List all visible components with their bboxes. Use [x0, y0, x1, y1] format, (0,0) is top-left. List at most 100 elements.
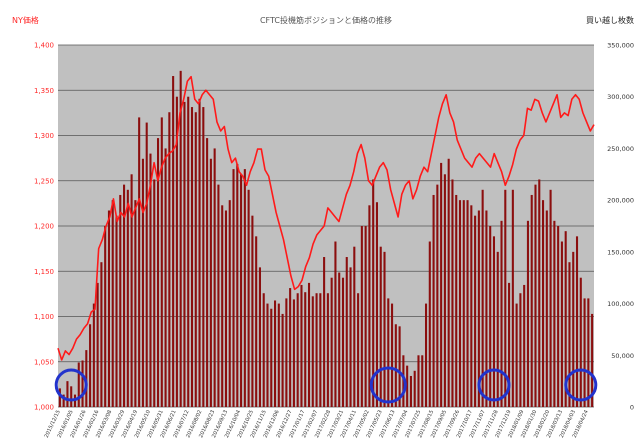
bar	[190, 107, 194, 407]
left-tick-label: 1,050	[34, 358, 54, 366]
bar	[240, 174, 243, 407]
highlight-circle	[369, 366, 407, 404]
bar	[455, 194, 458, 407]
right-tick-label: 150,000	[607, 248, 634, 256]
bar	[183, 101, 186, 407]
bar	[440, 162, 443, 407]
bar	[474, 215, 477, 407]
bar	[508, 282, 511, 407]
bar	[341, 277, 345, 407]
bar	[292, 299, 295, 407]
bar	[160, 117, 163, 408]
line-series-price	[57, 75, 595, 361]
right-tick-label: 200,000	[607, 197, 634, 205]
bar	[526, 220, 529, 407]
left-tick-label: 1,150	[34, 268, 54, 276]
bar	[560, 241, 563, 407]
bar	[138, 117, 141, 408]
bar	[255, 236, 258, 407]
right-tick-label: 250,000	[607, 145, 634, 153]
bar	[111, 200, 114, 407]
bar	[119, 194, 122, 407]
bar	[372, 179, 375, 407]
bar	[572, 251, 575, 407]
bar	[289, 288, 292, 407]
bar	[77, 362, 80, 407]
bar-series-net-long	[58, 70, 594, 408]
bar	[100, 262, 103, 407]
bar	[470, 205, 473, 407]
bar	[149, 153, 152, 407]
bar	[538, 179, 541, 407]
left-tick-label: 1,350	[34, 87, 54, 95]
bar	[126, 189, 129, 407]
bar	[145, 122, 148, 407]
left-axis-label: NY価格	[12, 15, 39, 25]
bar	[345, 257, 348, 407]
bar	[511, 189, 514, 407]
highlight-circle	[54, 368, 88, 402]
bar	[587, 298, 590, 407]
bar	[164, 148, 167, 407]
highlight-circle	[477, 368, 511, 402]
bar	[213, 148, 216, 407]
bar	[107, 210, 110, 407]
bar	[496, 251, 499, 407]
bar	[326, 293, 329, 407]
bar	[153, 179, 156, 407]
bar	[583, 298, 586, 407]
bar	[281, 313, 284, 407]
bar	[224, 210, 228, 407]
bar	[319, 293, 322, 407]
bar	[481, 189, 484, 407]
bar	[141, 158, 144, 407]
bar	[236, 163, 239, 407]
right-tick-label: 300,000	[607, 93, 634, 101]
bar	[542, 200, 545, 407]
bar	[379, 246, 382, 407]
right-axis-label: 買い越し枚数	[586, 15, 634, 25]
bar	[304, 292, 307, 407]
bar	[175, 96, 178, 408]
bar	[104, 226, 107, 407]
bar	[296, 293, 299, 407]
bar	[417, 355, 420, 407]
left-tick-label: 1,100	[34, 313, 54, 321]
bar	[519, 293, 522, 407]
left-tick-label: 1,400	[34, 42, 54, 50]
bar	[168, 112, 171, 407]
bar	[270, 308, 273, 407]
price-line	[57, 75, 595, 361]
bar	[96, 282, 99, 407]
bar	[307, 282, 311, 407]
bar	[198, 98, 201, 407]
bar	[428, 241, 431, 407]
bar	[123, 184, 126, 407]
bar	[81, 360, 84, 407]
bar	[368, 205, 371, 407]
bar	[187, 96, 190, 408]
bar	[557, 226, 560, 407]
bar	[209, 158, 212, 407]
left-tick-label: 1,250	[34, 177, 54, 185]
bar	[349, 267, 352, 407]
bar	[62, 394, 65, 407]
bar	[375, 202, 378, 407]
bar	[194, 112, 197, 407]
bar	[66, 381, 69, 407]
bar	[323, 257, 326, 407]
left-tick-label: 1,000	[34, 404, 54, 412]
bar	[424, 303, 428, 407]
right-tick-label: 0	[630, 404, 634, 412]
bar	[530, 194, 533, 407]
bar	[409, 375, 412, 407]
bar	[575, 236, 579, 407]
bar	[413, 370, 416, 407]
bar	[591, 313, 594, 407]
bar	[202, 107, 205, 407]
bar	[311, 296, 314, 407]
bar	[92, 303, 95, 407]
bar	[523, 284, 526, 407]
left-tick-label: 1,300	[34, 132, 54, 140]
